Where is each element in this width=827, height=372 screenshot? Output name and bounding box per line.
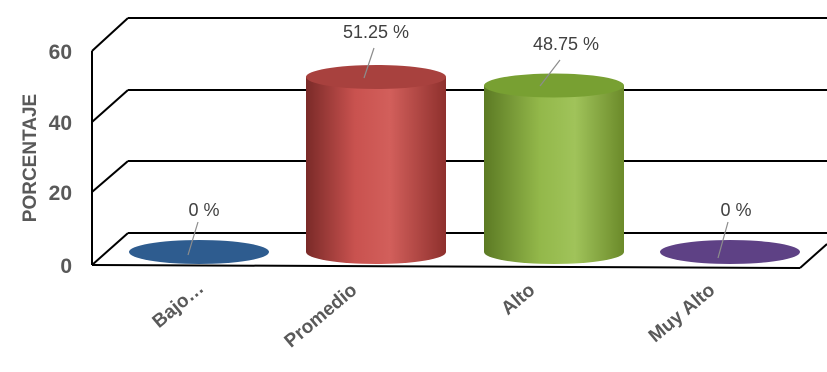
leader-line — [187, 221, 199, 256]
floor-left-edge — [91, 232, 129, 266]
y-tick-label: 60 — [49, 41, 72, 64]
category-label: Promedio — [281, 280, 362, 352]
bar-bajo — [129, 240, 269, 264]
bar-body — [484, 85, 624, 264]
data-label: 0 % — [720, 200, 751, 220]
bar-top — [129, 240, 269, 264]
bar-body — [306, 77, 446, 264]
leader-line — [539, 59, 561, 87]
x-ticks: Bajo… Promedio Alto Muy Alto — [149, 278, 720, 352]
y-tick-label: 20 — [49, 182, 72, 205]
bar-top — [484, 73, 624, 98]
y-axis-title: PORCENTAJE — [20, 94, 41, 222]
data-label: 51.25 % — [343, 22, 409, 42]
floor-right-edge — [799, 243, 827, 269]
category-label: Muy Alto — [645, 280, 719, 347]
bar-alto — [484, 73, 624, 264]
leader-line — [717, 221, 729, 259]
bar-promedio — [306, 65, 446, 264]
gridline-20 — [91, 160, 129, 193]
leader-line — [363, 47, 375, 79]
gridline-top — [91, 17, 129, 52]
data-labels: 0 % 51.25 % 48.75 % 0 % — [187, 22, 752, 259]
floor-front-edge — [91, 264, 801, 269]
data-label: 0 % — [188, 200, 219, 220]
y-ticks: 60 40 20 0 — [49, 41, 72, 278]
category-label: Alto — [497, 280, 539, 320]
category-label: Bajo… — [149, 278, 209, 333]
gridline-40 — [91, 89, 129, 123]
y-tick-label: 40 — [49, 112, 72, 135]
bar-top — [660, 240, 800, 264]
grid — [91, 17, 827, 269]
bars — [129, 65, 800, 264]
data-label: 48.75 % — [533, 34, 599, 54]
bar-muy-alto — [660, 240, 800, 264]
bar-top — [306, 65, 446, 89]
y-tick-label: 0 — [60, 255, 72, 278]
